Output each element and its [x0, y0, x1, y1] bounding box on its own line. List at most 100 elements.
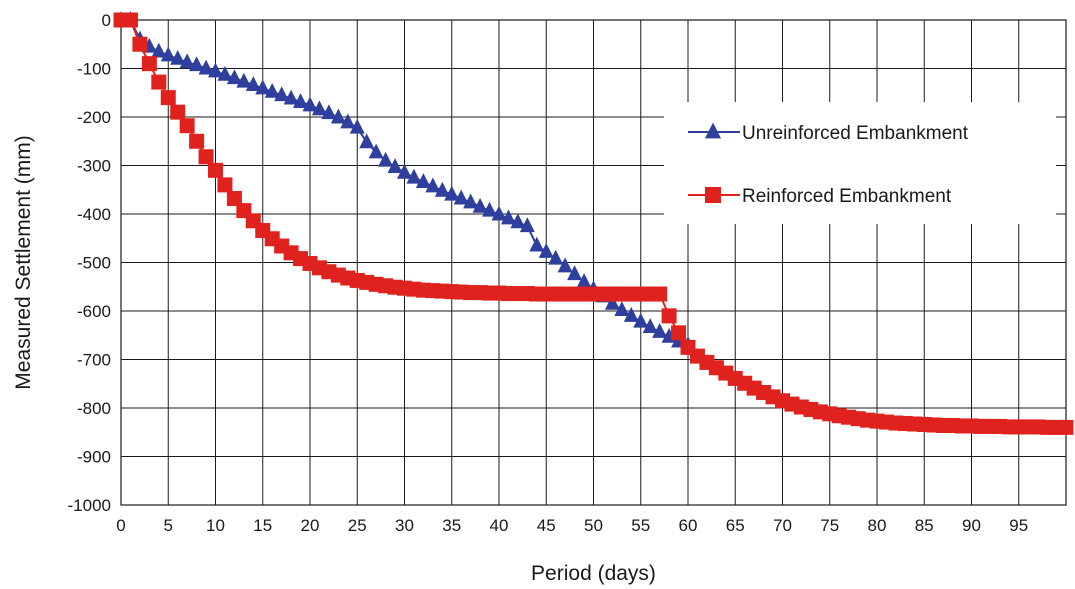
data-point — [491, 205, 507, 221]
data-point — [122, 12, 138, 28]
legend-label: Reinforced Embankment — [742, 186, 952, 207]
y-tick-label: 0 — [102, 11, 111, 30]
data-point — [1058, 419, 1074, 435]
x-tick-label: 80 — [868, 516, 887, 535]
data-point — [444, 185, 460, 201]
x-tick-label: 35 — [442, 516, 461, 535]
legend-marker — [705, 187, 721, 203]
data-point — [557, 257, 573, 273]
x-tick-label: 20 — [301, 516, 320, 535]
y-tick-label: -500 — [77, 254, 111, 273]
data-point — [567, 265, 583, 281]
data-point — [642, 318, 658, 333]
x-tick-label: 95 — [1009, 516, 1028, 535]
x-tick-label: 15 — [253, 516, 272, 535]
x-tick-label: 0 — [116, 516, 125, 535]
data-point — [226, 69, 242, 85]
data-point — [576, 273, 592, 288]
x-tick-label: 65 — [726, 516, 745, 535]
data-point — [519, 217, 535, 233]
data-point — [226, 190, 242, 206]
x-tick-label: 40 — [490, 516, 509, 535]
x-axis-title: Period (days) — [531, 562, 656, 585]
y-tick-label: -1000 — [68, 496, 111, 515]
data-point — [415, 173, 431, 188]
data-point — [189, 56, 205, 72]
data-point — [264, 82, 280, 98]
x-tick-label: 85 — [915, 516, 934, 535]
data-point — [368, 143, 384, 159]
data-point — [378, 151, 394, 167]
data-point — [614, 301, 630, 317]
data-point — [349, 118, 365, 134]
data-point — [387, 158, 403, 173]
data-point — [245, 76, 261, 91]
y-tick-label: -700 — [77, 351, 111, 370]
data-point — [179, 118, 195, 134]
data-point — [529, 236, 545, 252]
y-tick-label: -900 — [77, 448, 111, 467]
data-point — [463, 193, 479, 209]
legend: Unreinforced Embankment Reinforced Embank… — [664, 102, 1056, 224]
data-point — [510, 213, 526, 229]
data-point — [198, 59, 214, 75]
data-point — [330, 108, 346, 124]
data-point — [170, 49, 186, 65]
data-point — [293, 93, 309, 108]
data-point — [179, 53, 195, 69]
x-tick-label: 90 — [962, 516, 981, 535]
data-point — [274, 86, 290, 102]
data-point — [141, 56, 157, 72]
data-point — [434, 181, 450, 197]
y-tick-label: -200 — [77, 108, 111, 127]
series-reinforced — [113, 12, 1074, 435]
data-point — [652, 286, 668, 302]
data-point — [500, 209, 516, 225]
x-tick-label: 70 — [773, 516, 792, 535]
data-point — [359, 133, 375, 149]
data-point — [132, 36, 148, 52]
series-layer — [113, 11, 1074, 435]
data-point — [217, 177, 233, 193]
data-point — [208, 62, 223, 78]
data-point — [283, 89, 299, 105]
legend-label: Unreinforced Embankment — [742, 123, 969, 144]
plot-frame — [120, 19, 1067, 506]
data-point — [321, 104, 337, 120]
data-point — [198, 149, 214, 165]
data-point — [472, 197, 488, 213]
legend-entry: Unreinforced Embankment — [688, 122, 969, 144]
x-tick-label: 5 — [164, 516, 173, 535]
data-point — [425, 177, 441, 193]
data-point — [623, 307, 639, 322]
data-point — [453, 189, 469, 205]
y-tick-label: -400 — [77, 205, 111, 224]
data-point — [340, 113, 356, 129]
legend-entry: Reinforced Embankment — [688, 186, 952, 207]
data-point — [302, 96, 318, 112]
x-tick-label: 30 — [395, 516, 414, 535]
x-tick-label: 60 — [679, 516, 698, 535]
data-point — [189, 133, 205, 149]
legend-marker — [705, 122, 721, 139]
y-tick-label: -600 — [77, 302, 111, 321]
data-point — [236, 72, 252, 88]
data-point — [661, 308, 677, 324]
y-axis-title: Measured Settlement (mm) — [12, 135, 35, 389]
y-tick-label: -100 — [77, 60, 111, 79]
data-point — [255, 79, 271, 95]
x-tick-label: 50 — [584, 516, 603, 535]
x-tick-label: 25 — [348, 516, 367, 535]
data-point — [538, 242, 554, 258]
data-point — [671, 325, 687, 341]
data-point — [652, 323, 668, 338]
data-point — [604, 294, 620, 310]
x-tick-label: 45 — [537, 516, 556, 535]
data-point — [482, 201, 498, 217]
data-point — [217, 65, 233, 81]
data-point — [151, 74, 167, 90]
data-point — [160, 90, 176, 106]
data-point — [208, 162, 223, 178]
x-tick-label: 10 — [206, 516, 225, 535]
